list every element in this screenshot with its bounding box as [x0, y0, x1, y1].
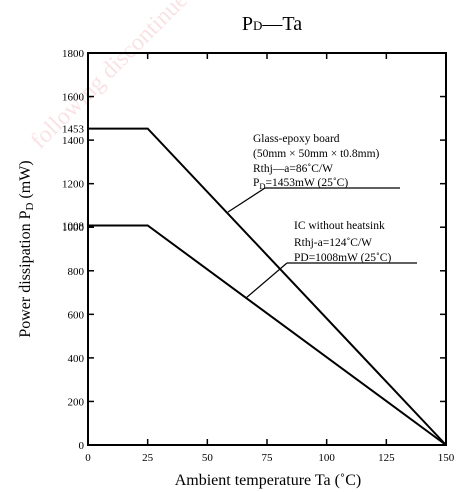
y-axis-ticks: 0 200 400 600 800 1000 1200 1400 1600 1800 1453 100… [62, 48, 446, 452]
series-group [88, 127, 447, 446]
y-tick-label: 200 [68, 396, 85, 408]
y-tick-label: 800 [68, 266, 85, 278]
annotation-1-line: (50mm × 50mm × t0.8mm) [253, 148, 380, 160]
callouts: Glass-epoxy board (50mm × 50mm × t0.8mm) R… [227, 131, 417, 299]
chart-title: PD—Ta [242, 13, 302, 35]
y-axis-label: Power dissipation PD (mW) [17, 160, 36, 337]
x-tick-label: 0 [85, 452, 91, 464]
y-tick-label: 1600 [62, 92, 85, 104]
annotation-1-line: PD=1453mW (25˚C) [253, 177, 348, 191]
annotation-2-line: PD=1008mW (25˚C) [294, 252, 391, 264]
y-tick-label: 1800 [62, 48, 85, 60]
x-axis-label: Ambient temperature Ta (˚C) [175, 472, 362, 489]
x-tick-label: 50 [202, 452, 214, 464]
callout-leader-2 [245, 262, 288, 299]
y-tick-label: 400 [68, 353, 85, 365]
x-axis-ticks: 0 25 50 75 100 125 150 [85, 53, 455, 464]
plot-frame [87, 52, 447, 446]
annotation-1-line: Rthj—a=86˚C/W [253, 163, 333, 175]
y-tick-label: 0 [79, 440, 85, 452]
annotation-2-line: IC without heatsink [294, 220, 385, 232]
x-tick-label: 75 [262, 452, 274, 464]
annotation-2-line: Rthj-a=124˚C/W [294, 237, 372, 249]
y-tick-label: 1200 [62, 179, 85, 191]
series-line-1 [88, 127, 447, 446]
y-tick-label: 600 [68, 309, 85, 321]
annotation-1-line: Glass-epoxy board [253, 133, 340, 145]
y-special-tick-label: 1453 [62, 124, 85, 136]
annotation-1-backing [250, 131, 410, 189]
callout-leader-1 [227, 187, 266, 213]
x-tick-label: 100 [318, 452, 335, 464]
x-tick-label: 150 [438, 452, 455, 464]
y-axis-label-text: Power dissipation PD (mW) [17, 160, 36, 337]
x-tick-label: 25 [142, 452, 154, 464]
y-tick-label: 1400 [62, 135, 85, 147]
y-tick-label: 1000 [62, 222, 85, 234]
title-text: PD—Ta [242, 13, 302, 35]
annotation-2-backing [290, 219, 408, 232]
y-special-tick-label: 1008 [62, 220, 85, 232]
series-line-2 [88, 224, 447, 446]
x-tick-label: 125 [378, 452, 395, 464]
